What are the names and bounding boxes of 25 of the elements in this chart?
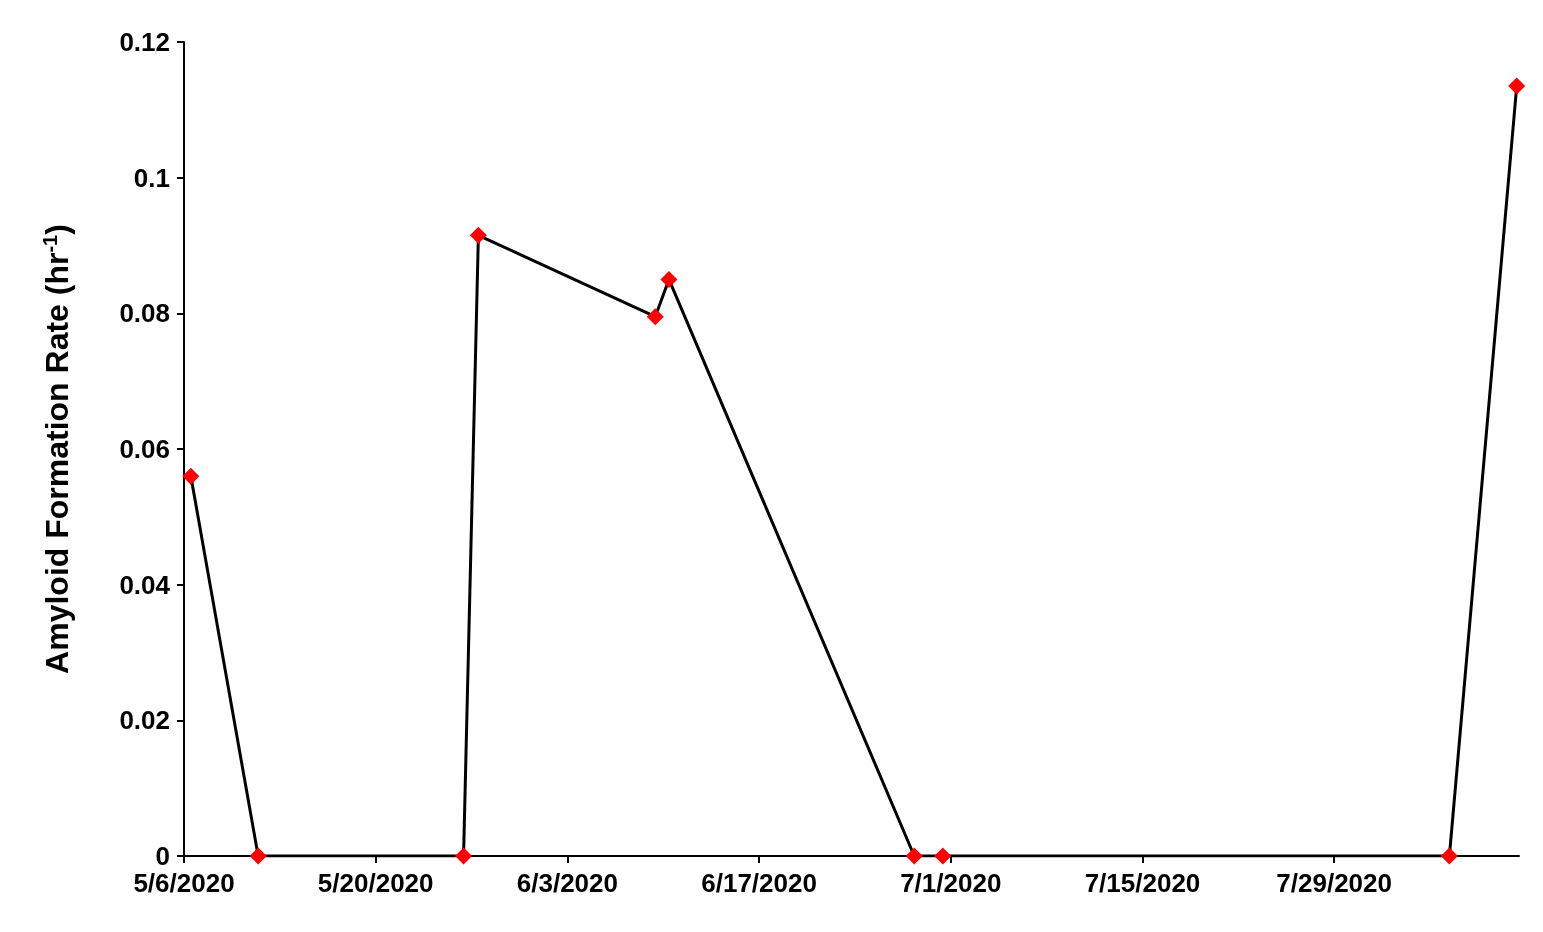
x-tick-label: 6/17/2020: [701, 868, 817, 898]
point: [660, 270, 678, 288]
point: [1508, 77, 1526, 95]
x-tick-label: 6/3/2020: [516, 868, 618, 898]
point: [182, 467, 200, 485]
point: [249, 847, 267, 865]
y-tick-label: 0.08: [119, 298, 170, 329]
x-tick-label: 5/20/2020: [317, 868, 434, 898]
y-tick-label: 0: [155, 841, 170, 871]
y-tick-label: 0.04: [119, 569, 171, 600]
point: [646, 308, 664, 326]
point: [905, 847, 923, 865]
point: [455, 847, 473, 865]
y-tick-label: 0.1: [133, 162, 170, 193]
x-tick-label: 7/15/2020: [1084, 868, 1201, 898]
x-tick-label: 7/1/2020: [900, 868, 1002, 898]
y-tick-label: 0.02: [119, 705, 170, 736]
y-tick-label: 0.06: [119, 434, 170, 464]
y-tick-label: 0.12: [119, 27, 170, 57]
y-axis-title: Amyloid Formation Rate (hr-1): [39, 224, 75, 674]
point: [934, 847, 952, 865]
point: [1440, 847, 1458, 865]
point: [469, 226, 487, 244]
x-tick-label: 5/6/2020: [133, 868, 235, 898]
x-tick-label: 7/29/2020: [1276, 868, 1392, 898]
